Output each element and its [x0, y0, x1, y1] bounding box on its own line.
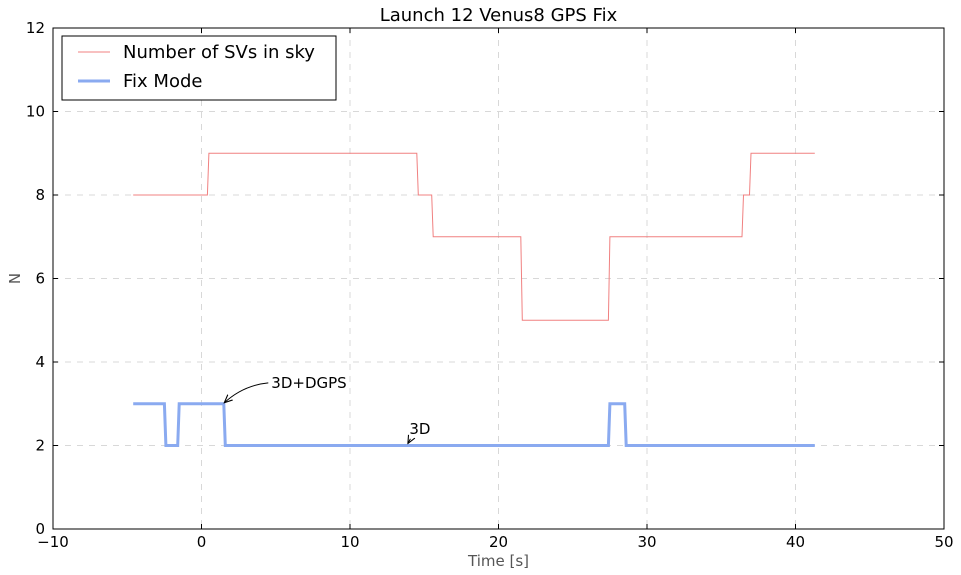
- legend-label-fix-mode: Fix Mode: [123, 71, 202, 92]
- y-tick-label: 8: [35, 186, 45, 204]
- y-tick-label: 10: [26, 103, 45, 121]
- legend-label-svs: Number of SVs in sky: [123, 42, 315, 63]
- series-line-fix-mode: [133, 402, 815, 447]
- annotation-arrow: [224, 382, 269, 403]
- x-axis-label: Time [s]: [467, 552, 529, 570]
- x-tick-label: 0: [197, 533, 207, 551]
- legend: Number of SVs in sky Fix Mode: [61, 35, 337, 101]
- chart-title: Launch 12 Venus8 GPS Fix: [380, 5, 618, 26]
- y-tick-label: 2: [35, 437, 45, 455]
- y-tick-label: 4: [35, 353, 45, 371]
- x-tick-label: −10: [37, 533, 69, 551]
- series-line-svs: [133, 152, 815, 321]
- annotations: 3D+DGPS 3D: [224, 374, 430, 444]
- series-layer: [133, 152, 815, 447]
- x-tick-label: 10: [340, 533, 359, 551]
- x-tick-label: 30: [637, 533, 656, 551]
- annotation-label: 3D: [409, 420, 430, 438]
- y-tick-label: 6: [35, 270, 45, 288]
- y-axis-label: N: [6, 273, 24, 284]
- y-tick-label: 12: [26, 19, 45, 37]
- x-tick-label: 50: [934, 533, 953, 551]
- legend-box: [61, 35, 337, 101]
- x-tick-label: 40: [786, 533, 805, 551]
- annotation-label: 3D+DGPS: [271, 374, 346, 392]
- x-tick-label: 20: [489, 533, 508, 551]
- annotation-arrow: [408, 439, 410, 444]
- y-tick-label: 0: [35, 520, 45, 538]
